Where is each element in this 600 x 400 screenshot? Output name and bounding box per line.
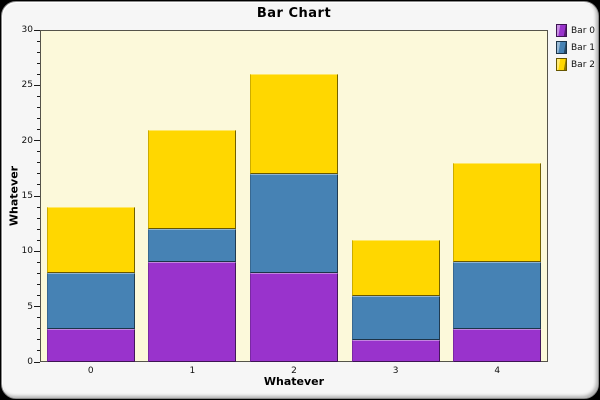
- bar-segment: [46, 207, 135, 274]
- y-tick-label: 5: [27, 301, 33, 312]
- bar-segment: [453, 162, 542, 263]
- bar-segment: [46, 328, 135, 362]
- legend-swatch-icon: [556, 41, 567, 54]
- bar-segment: [148, 229, 237, 263]
- x-tick-label: 4: [494, 366, 501, 376]
- y-major-tick: [34, 140, 40, 142]
- bar-segment: [453, 328, 542, 362]
- x-tick-label: 2: [291, 366, 297, 376]
- y-minor-tick: [37, 206, 40, 208]
- legend-label: Bar 2: [571, 59, 595, 70]
- legend-swatch-icon: [556, 58, 567, 71]
- y-minor-tick: [37, 217, 40, 219]
- y-minor-tick: [37, 118, 40, 120]
- y-tick-label: 30: [21, 25, 33, 35]
- y-tick-label: 25: [21, 80, 33, 91]
- legend-item: Bar 1: [556, 41, 595, 54]
- y-major-tick: [34, 361, 40, 363]
- x-tick-label: 1: [189, 366, 196, 376]
- y-tick-label: 20: [21, 135, 33, 146]
- bar-segment: [148, 262, 237, 362]
- legend-label: Bar 0: [571, 25, 595, 36]
- y-tick-label: 10: [21, 246, 33, 257]
- legend-label: Bar 1: [571, 42, 595, 53]
- bar-segment: [351, 240, 440, 296]
- y-major-tick: [34, 250, 40, 252]
- y-minor-tick: [37, 62, 40, 64]
- y-minor-tick: [37, 95, 40, 97]
- y-minor-tick: [37, 151, 40, 153]
- y-major-tick: [34, 195, 40, 197]
- legend: Bar 0 Bar 1 Bar 2: [556, 24, 595, 75]
- x-tick-label: 3: [392, 366, 399, 376]
- y-major-tick: [34, 306, 40, 308]
- y-minor-tick: [37, 239, 40, 241]
- bar-segment: [250, 273, 338, 362]
- y-major-tick: [34, 29, 40, 31]
- legend-item: Bar 2: [556, 58, 595, 71]
- bar-segment: [46, 273, 135, 329]
- x-tick-label: 0: [87, 366, 94, 376]
- bar-segment: [351, 295, 440, 340]
- bar-segment: [250, 173, 338, 274]
- bar-segment: [453, 262, 542, 329]
- y-minor-tick: [37, 73, 40, 75]
- y-minor-tick: [37, 40, 40, 42]
- bar-segment: [250, 74, 338, 174]
- y-minor-tick: [37, 317, 40, 319]
- bar-segment: [351, 339, 440, 362]
- y-minor-tick: [37, 162, 40, 164]
- x-axis-label: Whatever: [263, 375, 325, 388]
- y-axis-label: Whatever: [7, 165, 21, 227]
- y-minor-tick: [37, 129, 40, 131]
- chart-title: Bar Chart: [256, 6, 332, 21]
- y-minor-tick: [37, 328, 40, 330]
- y-minor-tick: [37, 272, 40, 274]
- y-minor-tick: [37, 184, 40, 186]
- y-minor-tick: [37, 284, 40, 286]
- y-tick-label: 0: [27, 357, 33, 367]
- y-minor-tick: [37, 350, 40, 352]
- y-minor-tick: [37, 51, 40, 53]
- y-minor-tick: [37, 339, 40, 341]
- y-tick-label: 15: [21, 191, 33, 201]
- legend-item: Bar 0: [556, 24, 595, 37]
- y-minor-tick: [37, 261, 40, 263]
- y-minor-tick: [37, 228, 40, 230]
- y-minor-tick: [37, 295, 40, 297]
- legend-swatch-icon: [556, 24, 567, 37]
- y-minor-tick: [37, 106, 40, 108]
- y-major-tick: [34, 84, 40, 86]
- y-minor-tick: [37, 173, 40, 175]
- bar-segment: [148, 129, 237, 230]
